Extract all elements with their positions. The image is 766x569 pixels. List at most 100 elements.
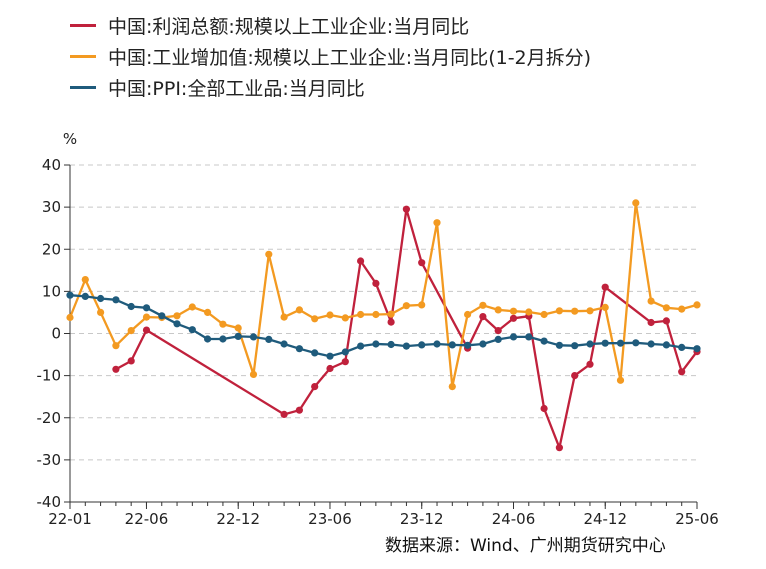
data-point-2 [678,343,686,351]
data-point-2 [188,326,196,334]
data-point-0 [494,327,502,335]
data-point-2 [158,312,166,320]
x-tick-label: 23-06 [308,510,352,528]
data-point-2 [357,342,365,350]
data-point-0 [280,410,288,418]
data-point-1 [632,199,640,207]
data-point-0 [540,404,548,413]
data-point-2 [219,335,227,343]
data-point-2 [464,341,472,349]
data-point-2 [311,349,319,357]
y-tick-label: -40 [37,493,62,511]
data-point-2 [525,333,533,341]
data-point-1 [311,315,319,323]
data-point-1 [464,310,472,319]
data-point-2 [66,291,74,299]
data-point-2 [326,352,334,360]
data-point-2 [249,333,258,341]
y-tick-label: -20 [37,409,62,427]
series-1 [66,199,701,391]
data-point-2 [204,335,212,343]
data-point-2 [571,342,579,350]
data-point-0 [555,444,564,452]
data-point-1 [326,311,334,319]
axes: -40 -30 -20 -10 0 10 20 30 40% 22-01 22-06 22-12 23-… [37,130,719,528]
data-point-1 [601,303,609,311]
data-point-1 [112,342,120,350]
data-point-1 [357,310,365,319]
data-point-1 [693,301,701,309]
legend-item-industrial-value-added: 中国:工业增加值:规模以上工业企业:当月同比(1-2月拆分) [70,43,591,74]
y-tick-label: 10 [42,282,61,300]
data-point-1 [142,313,151,321]
y-tick-label: 40 [42,156,61,174]
data-point-2 [494,335,502,343]
data-point-1 [525,308,533,316]
data-point-2 [112,296,120,304]
y-tick-label: 20 [42,240,61,258]
data-point-2 [372,340,380,348]
data-point-2 [81,292,89,300]
data-point-2 [632,339,640,347]
data-point-0 [402,205,410,213]
data-point-2 [693,345,701,353]
data-point-2 [555,341,564,349]
data-point-1 [265,250,273,258]
data-point-0 [127,357,135,365]
x-tick-label: 22-06 [125,510,169,528]
data-point-0 [341,358,349,366]
data-point-2 [586,340,594,348]
data-point-1 [647,297,655,305]
data-point-1 [372,310,380,319]
data-point-0 [326,364,334,373]
data-point-0 [387,318,395,326]
data-point-2 [387,340,395,349]
data-point-2 [479,340,487,348]
series-2 [66,291,701,360]
data-point-2 [265,335,273,343]
x-tick-label: 24-12 [583,510,627,528]
legend-item-ppi: 中国:PPI:全部工业品:当月同比 [70,74,591,105]
data-point-2 [402,342,410,350]
x-tick-label: 25-06 [675,510,719,528]
data-point-2 [280,340,288,348]
data-point-2 [97,294,105,303]
data-point-1 [280,313,288,321]
data-point-2 [142,304,151,312]
data-point-0 [571,372,579,380]
data-point-0 [372,279,380,287]
data-point-2 [662,341,671,349]
y-tick-label: 0 [51,325,61,343]
data-point-2 [418,341,426,349]
data-point-1 [234,324,242,332]
data-point-0 [357,257,365,265]
data-point-0 [647,318,655,327]
data-point-1 [494,306,502,314]
data-point-1 [66,313,74,322]
data-point-0 [586,360,594,368]
y-tick-label: 30 [42,198,61,216]
data-point-1 [540,310,548,319]
data-point-0 [311,383,319,391]
data-point-0 [509,314,518,322]
data-point-0 [662,317,671,325]
data-point-1 [188,303,196,311]
data-point-1 [402,302,410,310]
series-0 [112,205,701,452]
data-point-1 [341,314,349,322]
x-tick-label: 24-06 [492,510,536,528]
data-point-1 [662,304,671,312]
y-tick-label: -10 [37,367,62,385]
data-point-1 [433,219,441,227]
data-point-0 [112,365,120,373]
data-point-1 [586,307,594,315]
data-series [66,199,701,452]
legend-swatch-industrial-value-added [70,55,96,58]
data-point-0 [601,283,609,291]
data-point-1 [387,310,395,318]
data-point-1 [204,308,212,316]
data-point-0 [479,313,487,321]
data-point-2 [173,320,181,328]
data-point-1 [555,307,564,315]
